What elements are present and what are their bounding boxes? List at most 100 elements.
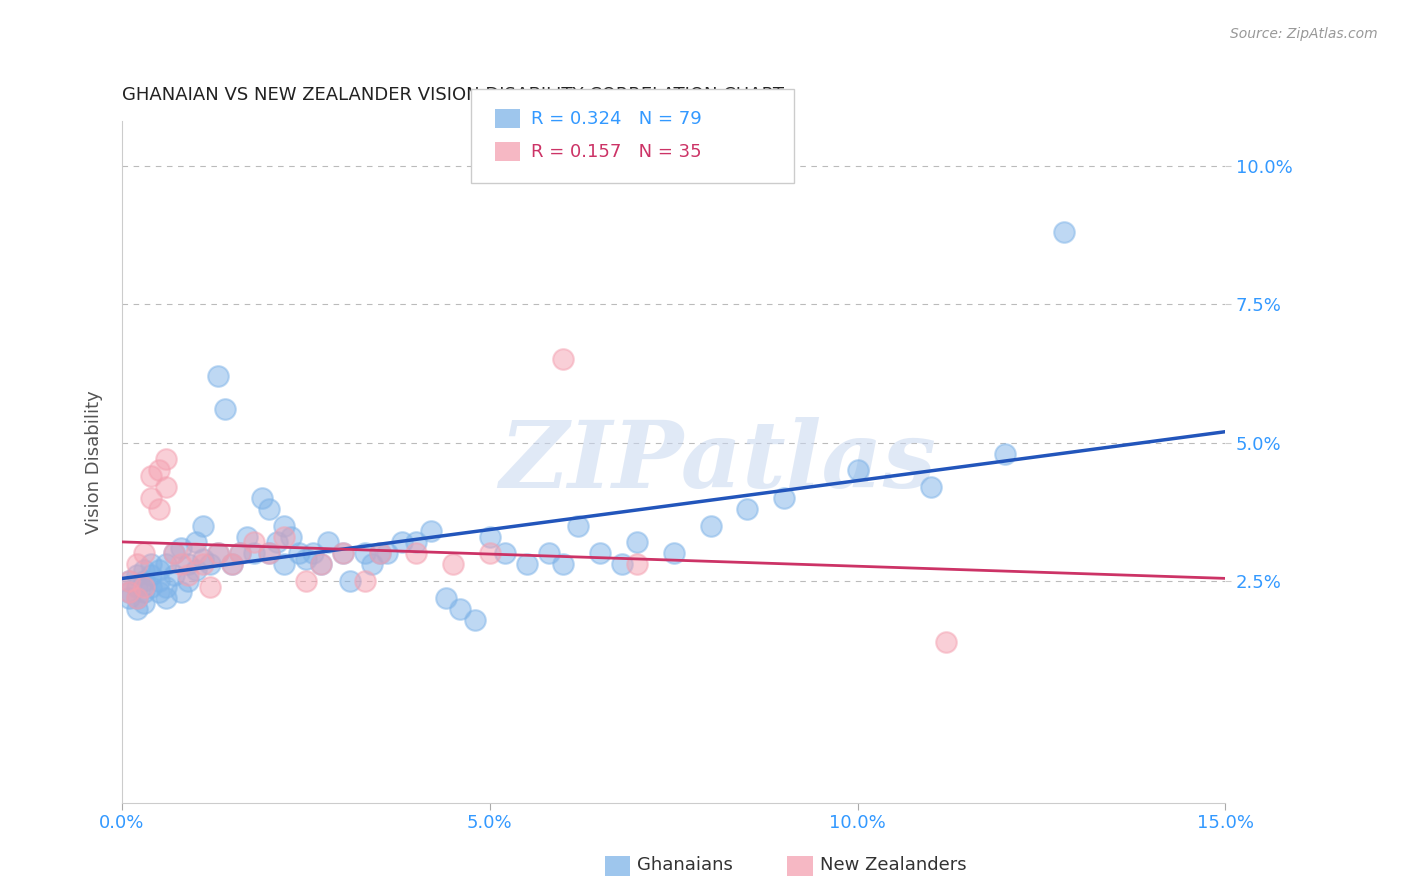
Point [221,558,243,572]
Point [148,463,170,477]
Point [184,563,207,577]
Point [134,596,156,610]
Point [141,580,163,594]
Point [229,546,252,560]
Point [191,552,214,566]
Point [125,601,148,615]
Point [273,518,295,533]
Point [273,530,295,544]
Point [250,491,273,505]
Point [207,546,229,560]
Point [295,552,318,566]
Point [134,574,156,588]
Point [177,568,200,582]
Point [309,558,332,572]
Point [353,574,375,588]
Point [162,546,184,560]
Point [737,502,759,516]
Point [478,530,501,544]
Point [441,558,464,572]
Point [134,563,156,577]
Point [162,546,184,560]
Point [243,546,266,560]
Point [141,568,163,582]
Point [295,574,318,588]
Text: Ghanaians: Ghanaians [637,856,733,874]
Point [626,535,648,549]
Point [118,585,141,599]
Point [699,518,721,533]
Point [155,452,177,467]
Point [118,574,141,588]
Point [141,558,163,572]
Text: New Zealanders: New Zealanders [820,856,966,874]
Point [316,535,339,549]
Point [612,558,634,572]
Point [191,558,214,572]
Point [170,541,193,555]
Point [434,591,457,605]
Point [368,546,391,560]
Point [177,574,200,588]
Point [236,530,259,544]
Point [125,568,148,582]
Point [287,546,309,560]
Point [368,546,391,560]
Point [134,580,156,594]
Point [332,546,354,560]
Point [553,352,575,367]
Point [125,558,148,572]
Point [155,580,177,594]
Point [170,585,193,599]
Point [155,480,177,494]
Point [125,580,148,594]
Text: ZIPatlas: ZIPatlas [499,417,936,507]
Point [537,546,560,560]
Point [994,447,1017,461]
Point [184,535,207,549]
Point [257,546,280,560]
Point [141,468,163,483]
Point [273,558,295,572]
Point [375,546,398,560]
Point [266,535,288,549]
Point [184,546,207,560]
Point [626,558,648,572]
Point [221,558,243,572]
Point [309,558,332,572]
Point [257,546,280,560]
Point [207,546,229,560]
Point [1052,225,1074,239]
Point [155,591,177,605]
Point [405,546,427,560]
Point [125,591,148,605]
Y-axis label: Vision Disability: Vision Disability [86,390,103,533]
Point [773,491,796,505]
Point [339,574,361,588]
Text: R = 0.324   N = 79: R = 0.324 N = 79 [531,110,702,128]
Point [567,518,589,533]
Point [353,546,375,560]
Text: Source: ZipAtlas.com: Source: ZipAtlas.com [1230,27,1378,41]
Point [229,546,252,560]
Point [662,546,685,560]
Point [846,463,869,477]
Text: R = 0.157   N = 35: R = 0.157 N = 35 [531,143,702,161]
Point [405,535,427,549]
Point [516,558,538,572]
Point [118,591,141,605]
Point [134,585,156,599]
Point [200,580,222,594]
Point [361,558,384,572]
Point [553,558,575,572]
Point [280,530,302,544]
Point [302,546,325,560]
Point [243,535,266,549]
Point [935,635,957,649]
Point [478,546,501,560]
Point [177,558,200,572]
Point [191,518,214,533]
Point [148,563,170,577]
Point [391,535,413,549]
Point [494,546,516,560]
